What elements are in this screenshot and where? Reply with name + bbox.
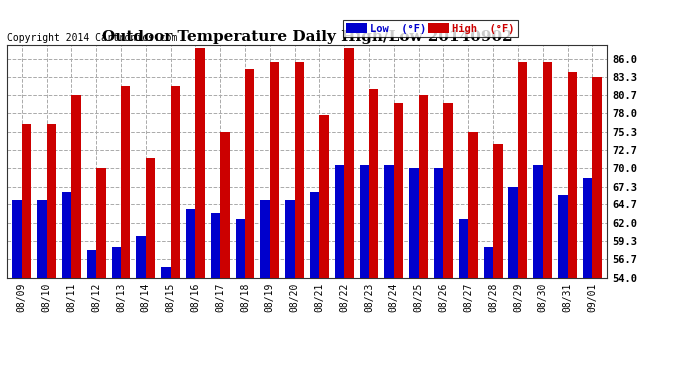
- Bar: [295, 62, 304, 278]
- Bar: [137, 237, 146, 278]
- Bar: [518, 62, 527, 278]
- Bar: [558, 195, 567, 278]
- Bar: [170, 86, 180, 278]
- Bar: [509, 186, 518, 278]
- Bar: [220, 132, 230, 278]
- Bar: [583, 178, 592, 278]
- Bar: [37, 200, 47, 278]
- Bar: [47, 124, 56, 278]
- Bar: [484, 247, 493, 278]
- Bar: [270, 62, 279, 278]
- Bar: [22, 124, 31, 278]
- Bar: [211, 213, 220, 278]
- Bar: [394, 103, 403, 278]
- Bar: [469, 132, 477, 278]
- Bar: [369, 90, 379, 278]
- Bar: [235, 219, 245, 278]
- Bar: [186, 209, 195, 278]
- Text: Copyright 2014 Cartronics.com: Copyright 2014 Cartronics.com: [7, 33, 177, 43]
- Bar: [195, 48, 205, 278]
- Bar: [112, 247, 121, 278]
- Legend: Low  (°F), High  (°F): Low (°F), High (°F): [343, 20, 518, 37]
- Bar: [434, 168, 444, 278]
- Bar: [444, 103, 453, 278]
- Bar: [260, 200, 270, 278]
- Bar: [567, 72, 577, 278]
- Bar: [419, 95, 428, 278]
- Bar: [359, 165, 369, 278]
- Bar: [459, 219, 469, 278]
- Bar: [310, 192, 319, 278]
- Bar: [62, 192, 71, 278]
- Bar: [87, 250, 96, 278]
- Bar: [384, 165, 394, 278]
- Bar: [344, 48, 354, 278]
- Bar: [543, 62, 552, 278]
- Bar: [409, 168, 419, 278]
- Bar: [285, 200, 295, 278]
- Bar: [71, 95, 81, 278]
- Bar: [121, 86, 130, 278]
- Bar: [245, 69, 255, 278]
- Bar: [146, 158, 155, 278]
- Bar: [493, 144, 502, 278]
- Bar: [533, 165, 543, 278]
- Bar: [335, 165, 344, 278]
- Bar: [592, 77, 602, 278]
- Bar: [319, 115, 329, 278]
- Bar: [12, 200, 22, 278]
- Title: Outdoor Temperature Daily High/Low 20140902: Outdoor Temperature Daily High/Low 20140…: [101, 30, 513, 44]
- Bar: [96, 168, 106, 278]
- Bar: [161, 267, 170, 278]
